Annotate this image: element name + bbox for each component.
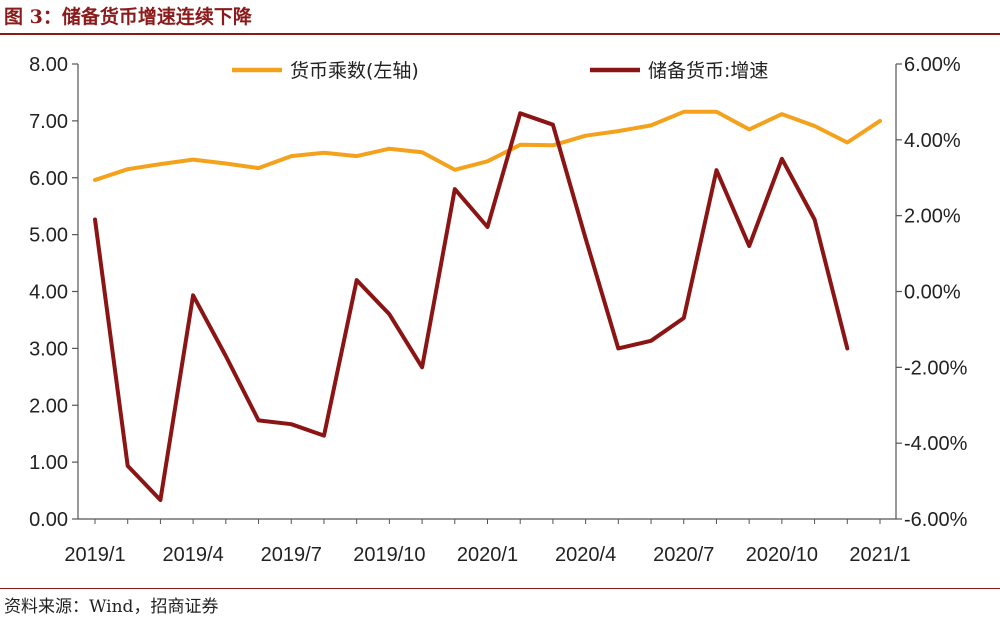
left-axis-ticks: 0.00 1.00 2.00 3.00 4.00 5.00 6.00 7.00 8.00 bbox=[29, 54, 78, 531]
left-tick-label: 0.00 bbox=[29, 509, 68, 531]
left-tick-label: 8.00 bbox=[29, 54, 68, 76]
right-axis-ticks: -6.00% -4.00% -2.00% 0.00% 2.00% 4.00% 6.00% bbox=[896, 54, 968, 531]
x-tick-label: 2019/1 bbox=[64, 544, 125, 566]
x-tick-label: 2020/4 bbox=[555, 544, 616, 566]
left-tick-label: 7.00 bbox=[29, 111, 68, 133]
x-tick-label: 2020/10 bbox=[746, 544, 818, 566]
right-tick-label: 6.00% bbox=[904, 54, 961, 76]
bottom-rule bbox=[0, 588, 1000, 589]
figure-title: 图 3：储备货币增速连续下降 bbox=[4, 6, 252, 28]
axes bbox=[77, 64, 897, 520]
right-tick-label: 2.00% bbox=[904, 206, 961, 228]
right-tick-label: -2.00% bbox=[904, 357, 968, 379]
left-tick-label: 5.00 bbox=[29, 225, 68, 247]
left-tick-label: 6.00 bbox=[29, 168, 68, 190]
right-tick-label: 4.00% bbox=[904, 130, 961, 152]
x-tick-label: 2019/7 bbox=[261, 544, 322, 566]
x-tick-label: 2019/10 bbox=[353, 544, 425, 566]
right-tick-label: -6.00% bbox=[904, 509, 968, 531]
left-tick-label: 4.00 bbox=[29, 282, 68, 304]
top-rule bbox=[0, 33, 1000, 35]
left-tick-label: 1.00 bbox=[29, 452, 68, 474]
legend-label-2: 储备货币:增速 bbox=[648, 60, 768, 82]
right-tick-label: 0.00% bbox=[904, 282, 961, 304]
left-tick-label: 2.00 bbox=[29, 395, 68, 417]
series-line-2 bbox=[93, 111, 850, 502]
left-tick-label: 3.00 bbox=[29, 338, 68, 360]
x-tick-label: 2021/1 bbox=[849, 544, 910, 566]
source-note: 资料来源：Wind，招商证券 bbox=[4, 597, 219, 617]
series-lines bbox=[93, 109, 882, 502]
series-line-1 bbox=[93, 109, 882, 182]
x-tick-label: 2019/4 bbox=[163, 544, 224, 566]
x-tick-label: 2020/1 bbox=[457, 544, 518, 566]
dual-axis-line-chart: 0.00 1.00 2.00 3.00 4.00 5.00 6.00 7.00 8.00 -6.… bbox=[29, 54, 968, 566]
x-axis-ticks: 2019/1 2019/4 2019/7 2019/10 2020/1 2020/4 202… bbox=[64, 519, 911, 566]
legend: 货币乘数(左轴) 储备货币:增速 bbox=[232, 60, 768, 82]
right-tick-label: -4.00% bbox=[904, 433, 968, 455]
legend-label-1: 货币乘数(左轴) bbox=[290, 60, 419, 82]
x-tick-label: 2020/7 bbox=[653, 544, 714, 566]
